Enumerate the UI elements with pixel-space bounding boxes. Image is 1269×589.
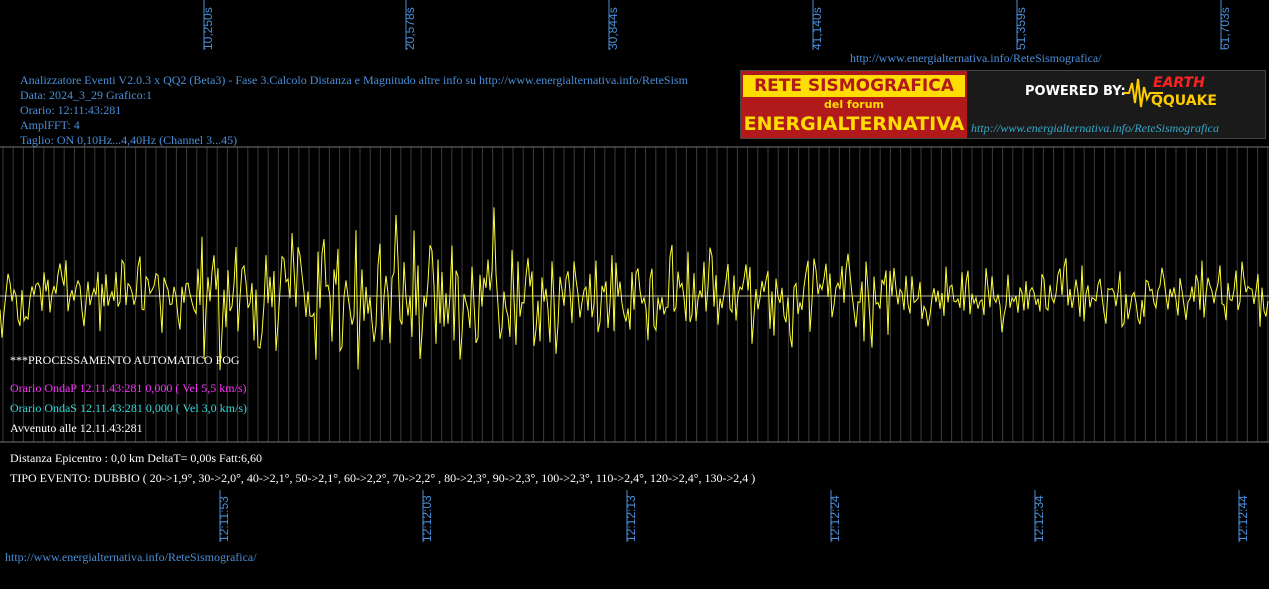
top-url-link[interactable]: http://www.energialternativa.info/ReteSi… [850, 51, 1102, 65]
top-tick-label: 51,359s [1014, 7, 1028, 50]
banner-url[interactable]: http://www.energialternativa.info/ReteSi… [971, 121, 1219, 135]
bottom-tick-label: 12:12:34 [1032, 495, 1046, 542]
banner-brand: ENERGIALTERNATIVA [743, 113, 965, 135]
top-tick-label: 61,703s [1218, 7, 1232, 50]
banner-logo-earth: EARTH [1153, 75, 1205, 91]
time-info: Orario: 12:11:43:281 [20, 103, 122, 117]
amplitude-info: AmplFFT: 4 [20, 118, 80, 132]
event-type: TIPO EVENTO: DUBBIO ( 20->1,9°, 30->2,0°… [10, 471, 756, 485]
rete-sismografica-banner[interactable]: RETE SISMOGRAFICA del forum ENERGIALTERN… [740, 70, 1266, 139]
auto-processing-label: ***PROCESSAMENTO AUTOMATICO FOG [10, 353, 240, 367]
top-tick-label: 10,250s [201, 7, 215, 50]
seismic-trace [0, 207, 1269, 371]
banner-logo-qquake: QQUAKE [1151, 93, 1217, 109]
top-tick-label: 30,844s [606, 7, 620, 50]
bottom-tick-label: 12:12:13 [624, 495, 638, 542]
banner-title: RETE SISMOGRAFICA [743, 75, 965, 97]
banner-subtitle: del forum [824, 98, 884, 111]
top-tick-label: 20,578s [403, 7, 417, 50]
banner-powered-by: POWERED BY: [1025, 84, 1126, 99]
bottom-tick-label: 12:12:44 [1236, 495, 1250, 542]
bottom-url-link[interactable]: http://www.energialternativa.info/ReteSi… [5, 550, 257, 564]
bottom-tick-label: 12:12:03 [420, 495, 434, 542]
onda-s-time: Orario OndaS 12.11.43:281 0,000 ( Vel 3,… [10, 401, 247, 415]
bottom-tick-label: 12:11:53 [217, 496, 231, 542]
date-info: Data: 2024_3_29 Grafico:1 [20, 88, 152, 102]
seismo-logo-icon [1123, 78, 1163, 108]
top-tick-label: 41,140s [810, 7, 824, 50]
onda-p-time: Orario OndaP 12.11.43:281 0,000 ( Vel 5,… [10, 381, 247, 395]
analyzer-title: Analizzatore Eventi V2.0.3 x QQ2 (Beta3)… [20, 73, 688, 87]
bottom-tick-label: 12:12:24 [828, 495, 842, 542]
epicenter-distance: Distanza Epicentro : 0,0 km DeltaT= 0,00… [10, 451, 263, 465]
filter-info: Taglio: ON 0,10Hz...4,40Hz (Channel 3...… [20, 133, 238, 147]
event-time: Avvenuto alle 12.11.43:281 [10, 421, 143, 435]
